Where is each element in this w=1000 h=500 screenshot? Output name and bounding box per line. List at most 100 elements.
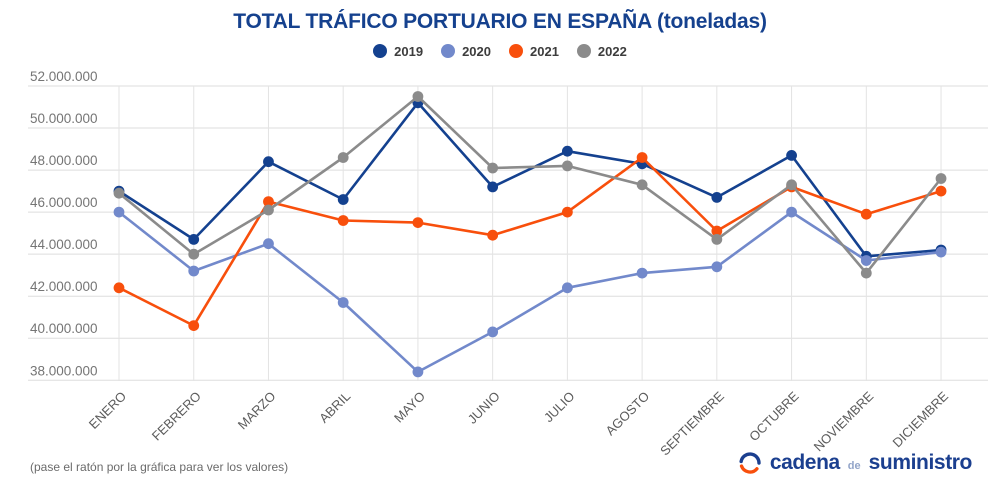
point-2022-febrero[interactable] (188, 248, 200, 260)
svg-text:MARZO: MARZO (235, 389, 279, 433)
x-tick-label-agosto: AGOSTO (602, 389, 652, 439)
logo-de: de (847, 460, 861, 472)
svg-text:ABRIL: ABRIL (316, 389, 353, 426)
point-2021-agosto[interactable] (636, 152, 648, 163)
legend-dot-2019 (373, 44, 388, 58)
point-2020-agosto[interactable] (636, 267, 648, 279)
x-tick-label-julio: JULIO (541, 389, 578, 426)
y-tick-label-42m: 42.000.000 (30, 279, 98, 294)
point-2022-octubre[interactable] (786, 179, 797, 191)
point-2019-febrero[interactable] (188, 234, 200, 245)
legend-item-2020: 2020 (441, 44, 491, 59)
x-tick-label-diciembre: DICIEMBRE (889, 388, 951, 450)
x-tick-label-enero: ENERO (86, 389, 129, 432)
y-tick-label-46m: 46.000.000 (30, 195, 98, 210)
cadena-de-suministro-logo: cadena de suministro (737, 450, 972, 476)
point-2021-julio[interactable] (561, 206, 573, 218)
point-2020-abril[interactable] (337, 297, 349, 308)
point-2019-septiembre[interactable] (711, 192, 723, 203)
point-2022-marzo[interactable] (263, 204, 274, 216)
point-2020-noviembre[interactable] (860, 255, 872, 266)
point-2020-septiembre[interactable] (711, 261, 723, 273)
line-2021 (117, 156, 943, 327)
point-2021-febrero[interactable] (188, 320, 200, 331)
point-2022-septiembre[interactable] (711, 234, 723, 245)
point-2020-enero[interactable] (113, 206, 125, 218)
x-tick-label-octubre: OCTUBRE (746, 388, 802, 444)
legend-dot-2022 (576, 44, 591, 58)
legend-dot-2021 (509, 44, 523, 58)
x-tick-label-septiembre: SEPTIEMBRE (657, 388, 727, 458)
point-2019-octubre[interactable] (786, 150, 797, 161)
point-2019-junio[interactable] (487, 181, 499, 193)
svg-text:ENERO: ENERO (86, 389, 129, 432)
point-2021-septiembre[interactable] (711, 225, 723, 237)
point-2022-enero[interactable] (113, 187, 125, 199)
point-2020-marzo[interactable] (263, 238, 274, 250)
legend-label-2020: 2020 (462, 43, 491, 59)
point-2021-noviembre[interactable] (860, 208, 872, 220)
svg-text:JUNIO: JUNIO (465, 389, 503, 427)
y-tick-label-48m: 48.000.000 (30, 153, 98, 168)
point-2022-diciembre[interactable] (935, 173, 947, 184)
x-tick-label-junio: JUNIO (465, 389, 503, 427)
legend-item-2022: 2022 (576, 43, 627, 59)
legend: 2019 2020 2021 2022 (0, 41, 1000, 61)
svg-text:MAYO: MAYO (391, 389, 428, 426)
legend-label-2021: 2021 (530, 43, 559, 59)
point-2020-febrero[interactable] (188, 265, 200, 277)
x-tick-label-febrero: FEBRERO (149, 389, 204, 444)
line-2022 (117, 95, 943, 275)
y-tick-label-50m: 50.000.000 (30, 111, 98, 126)
legend-item-2019: 2019 (373, 44, 423, 59)
point-2021-abril[interactable] (337, 215, 349, 226)
point-2020-diciembre[interactable] (935, 246, 947, 258)
y-tick-label-40m: 40.000.000 (30, 321, 98, 336)
svg-text:AGOSTO: AGOSTO (602, 389, 652, 439)
chart-title: TOTAL TRÁFICO PORTUARIO EN ESPAÑA (tonel… (233, 10, 767, 33)
point-2022-abril[interactable] (337, 152, 349, 163)
y-tick-label-38m: 38.000.000 (30, 363, 98, 378)
point-2019-julio[interactable] (561, 145, 573, 157)
point-2022-junio[interactable] (487, 162, 499, 174)
point-2019-marzo[interactable] (263, 156, 274, 168)
logo-cadena: cadena (769, 451, 840, 474)
y-tick-label-52m: 52.000.000 (30, 69, 98, 84)
svg-text:SEPTIEMBRE: SEPTIEMBRE (657, 388, 727, 458)
point-2021-diciembre[interactable] (935, 185, 947, 197)
svg-text:NOVIEMBRE: NOVIEMBRE (811, 388, 877, 454)
svg-text:OCTUBRE: OCTUBRE (746, 388, 802, 444)
y-tick-label-44m: 44.000.000 (30, 237, 98, 252)
logo-swirl-icon (739, 452, 761, 474)
x-tick-label-abril: ABRIL (316, 389, 353, 426)
logo-suministro: suministro (868, 451, 973, 474)
legend-item-2021: 2021 (509, 44, 559, 59)
line-2020 (117, 210, 943, 374)
svg-text:FEBRERO: FEBRERO (149, 389, 204, 444)
point-2020-junio[interactable] (487, 326, 499, 338)
x-tick-label-mayo: MAYO (391, 389, 428, 426)
point-2020-octubre[interactable] (786, 206, 797, 218)
point-2020-mayo[interactable] (412, 366, 424, 378)
line-2019 (117, 101, 943, 258)
svg-text:DICIEMBRE: DICIEMBRE (889, 388, 951, 450)
legend-dot-2020 (441, 44, 456, 58)
point-2020-julio[interactable] (561, 282, 573, 294)
x-tick-label-marzo: MARZO (235, 389, 279, 433)
svg-text:JULIO: JULIO (541, 389, 578, 426)
point-2019-abril[interactable] (337, 194, 349, 205)
legend-label-2019: 2019 (394, 43, 424, 59)
point-2022-mayo[interactable] (412, 91, 424, 102)
point-2022-julio[interactable] (561, 160, 573, 172)
point-2021-enero[interactable] (113, 282, 125, 294)
point-2021-marzo[interactable] (263, 196, 274, 208)
point-2021-junio[interactable] (487, 229, 499, 241)
legend-label-2022: 2022 (597, 43, 627, 59)
point-2022-agosto[interactable] (636, 179, 648, 191)
x-tick-label-noviembre: NOVIEMBRE (811, 388, 877, 454)
point-2021-mayo[interactable] (412, 217, 424, 229)
hover-hint: (pase el ratón por la gráfica para ver l… (30, 460, 289, 474)
point-2022-noviembre[interactable] (860, 267, 872, 279)
